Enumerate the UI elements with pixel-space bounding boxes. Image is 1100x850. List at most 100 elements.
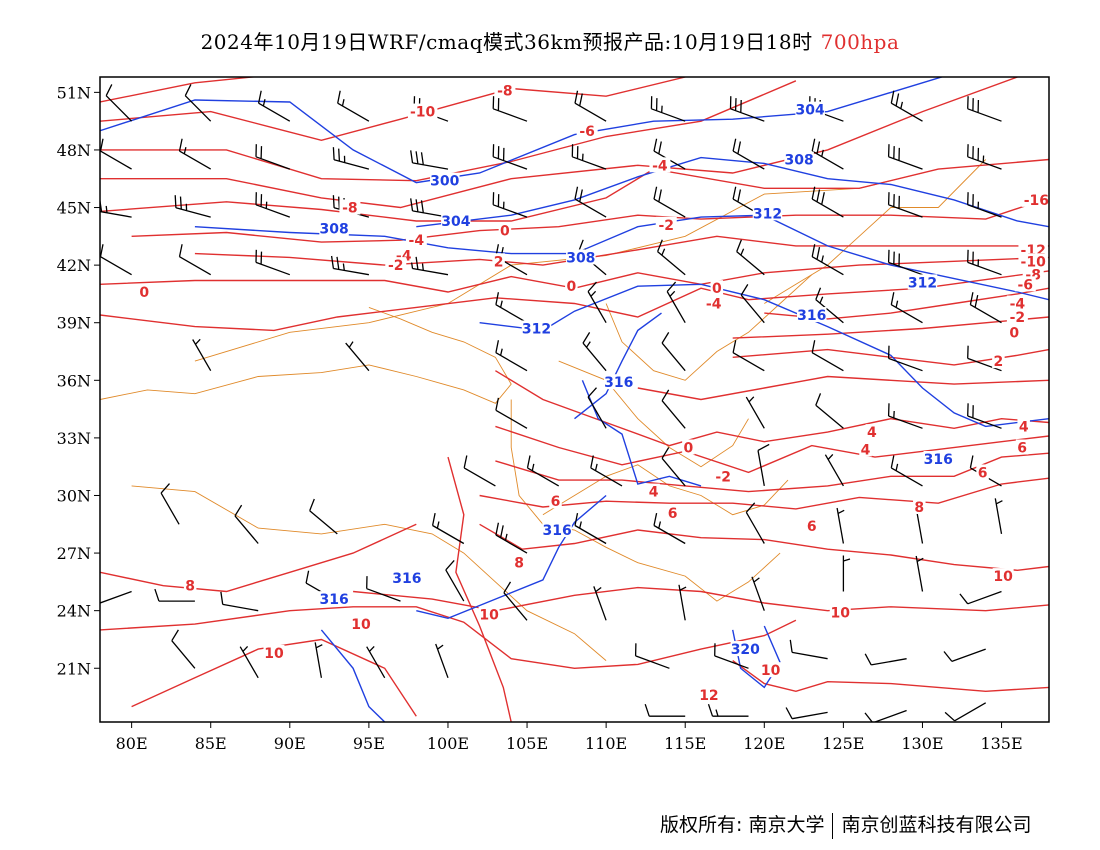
temperature-label-bg xyxy=(407,103,438,119)
temperature-label-bg xyxy=(512,554,526,570)
temperature-label-bg xyxy=(498,222,512,238)
lat-tick-label: 24N xyxy=(57,602,91,621)
wind-barb xyxy=(574,90,607,122)
wind-barb xyxy=(707,703,749,717)
wind-barb xyxy=(410,255,449,276)
temperature-label-bg xyxy=(992,568,1014,584)
wind-barb xyxy=(593,586,607,621)
wind-barb xyxy=(257,90,291,122)
temperature-label-bg xyxy=(263,644,285,660)
temperature-isotherm xyxy=(100,77,260,103)
temperature-label-bg xyxy=(138,284,151,299)
height-isoline xyxy=(100,77,944,184)
temperature-isotherm xyxy=(131,638,417,717)
height-label: 316 xyxy=(542,523,571,539)
wind-barb xyxy=(160,483,180,525)
wind-barb xyxy=(815,287,844,324)
wind-barb xyxy=(590,455,623,487)
temperature-label-bg xyxy=(1017,418,1030,434)
temperature-label-bg xyxy=(1006,308,1028,324)
wind-barb xyxy=(495,340,528,372)
temperature-label: 0 xyxy=(566,279,576,295)
boundary-lines xyxy=(100,159,987,661)
temperature-isotherm xyxy=(479,477,1049,510)
temperature-label-bg xyxy=(492,253,505,269)
temperature-label: 6 xyxy=(978,465,988,481)
wind-barb xyxy=(653,512,686,545)
temperature-label-bg xyxy=(760,662,782,678)
wind-barb xyxy=(967,192,1002,218)
height-label-bg xyxy=(752,205,783,221)
temperature-label: -8 xyxy=(497,83,513,99)
wind-barb xyxy=(366,576,401,602)
wind-barb xyxy=(309,498,338,535)
wind-barb xyxy=(915,555,924,592)
wind-barb xyxy=(824,453,844,487)
temperature-label-bg xyxy=(682,439,695,455)
wind-barb xyxy=(495,397,528,429)
height-label-bg xyxy=(923,451,954,467)
temperature-isotherm xyxy=(100,80,797,182)
temperature-label-bg xyxy=(1007,324,1021,340)
wind-barb xyxy=(192,338,212,372)
wind-barb xyxy=(864,709,907,722)
temperature-label: 12 xyxy=(699,688,718,704)
wind-barb xyxy=(100,199,132,218)
wind-barb xyxy=(887,345,923,372)
wind-barb xyxy=(666,281,686,324)
wind-barb xyxy=(890,455,923,487)
temperature-label: 6 xyxy=(1017,440,1027,456)
lat-tick-label: 48N xyxy=(57,141,91,160)
temperature-label-bg xyxy=(549,493,562,509)
height-label: 300 xyxy=(430,174,459,190)
height-label: 316 xyxy=(604,375,633,391)
wind-barb xyxy=(864,653,907,666)
temperature-label-bg xyxy=(565,278,578,294)
height-label: 308 xyxy=(784,153,813,169)
temperature-label-bg xyxy=(976,464,989,480)
temperature-label: -2 xyxy=(388,258,404,274)
wind-barb xyxy=(171,629,196,669)
temperature-label: 4 xyxy=(867,425,877,441)
temperature-isotherm xyxy=(100,270,1049,332)
temperature-label-bg xyxy=(655,216,677,232)
temperature-isotherm xyxy=(732,660,1049,693)
wind-barb xyxy=(644,703,686,717)
province-boundary xyxy=(605,274,813,381)
province-boundary xyxy=(194,172,923,362)
province-boundary xyxy=(764,159,987,304)
wind-barb xyxy=(184,84,212,122)
wind-barb xyxy=(967,96,1002,122)
temperature-label: 2 xyxy=(994,354,1004,370)
temperature-label-bg xyxy=(712,468,734,484)
wind-barb xyxy=(345,341,370,372)
temperature-isotherm xyxy=(495,425,1049,474)
temperature-label-bg xyxy=(913,499,926,514)
wind-barb xyxy=(634,643,670,669)
temperature-label: 8 xyxy=(514,556,524,572)
wind-barb xyxy=(887,144,923,170)
lat-tick-label: 51N xyxy=(57,83,91,102)
wind-barb xyxy=(890,292,923,324)
temperature-label-bg xyxy=(1006,295,1028,311)
height-label: 312 xyxy=(522,321,551,337)
temperature-label: 6 xyxy=(551,494,561,510)
temperature-label: -10 xyxy=(410,105,436,121)
wind-barb xyxy=(887,403,923,429)
wind-barb xyxy=(650,96,686,122)
wind-barb xyxy=(435,643,449,679)
temperature-label: 10 xyxy=(351,617,371,633)
temperature-label: 0 xyxy=(1009,325,1019,341)
height-label-bg xyxy=(784,151,814,167)
lon-tick-label: 85E xyxy=(195,734,227,753)
lon-tick-label: 115E xyxy=(664,734,706,753)
lon-tick-label: 80E xyxy=(116,734,148,753)
wind-barb xyxy=(495,522,528,554)
title-level: 700hpa xyxy=(820,30,900,54)
temperature-label-bg xyxy=(1014,276,1036,292)
height-isoline xyxy=(416,494,607,620)
wind-barb xyxy=(887,192,923,218)
wind-barb xyxy=(366,645,386,679)
wind-barb xyxy=(811,138,844,170)
wind-barb xyxy=(587,387,607,429)
